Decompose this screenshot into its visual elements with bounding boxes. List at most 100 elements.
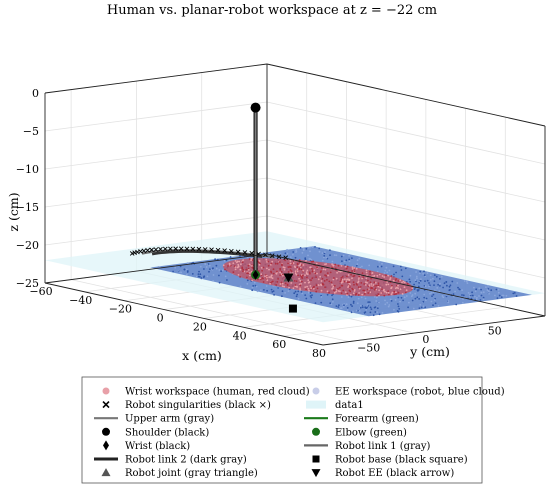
human-workspace-point — [344, 278, 346, 281]
robot-workspace-point — [297, 290, 300, 293]
robot-workspace-point — [270, 288, 273, 291]
x-tick-label: −20 — [109, 303, 132, 316]
human-workspace-point — [349, 294, 352, 296]
human-workspace-point — [365, 269, 368, 272]
singularity-marker — [215, 247, 221, 253]
robot-workspace-point — [415, 275, 418, 278]
human-workspace-point — [313, 269, 316, 272]
robot-workspace-point — [212, 280, 215, 282]
human-workspace-point — [272, 272, 275, 275]
human-workspace-point — [395, 291, 397, 294]
robot-workspace-point — [465, 280, 468, 283]
robot-workspace-point — [292, 253, 294, 256]
robot-workspace-point — [372, 314, 375, 317]
robot-workspace-point — [408, 301, 410, 304]
robot-workspace-point — [385, 266, 388, 269]
human-workspace-point — [355, 267, 358, 270]
robot-workspace-point — [218, 274, 220, 277]
human-workspace-point — [339, 280, 342, 283]
robot-workspace-point — [402, 299, 404, 302]
human-workspace-point — [247, 264, 250, 267]
human-workspace-point — [389, 278, 391, 281]
robot-workspace-point — [488, 290, 490, 293]
human-workspace-point — [369, 270, 371, 273]
human-workspace-point — [300, 268, 303, 271]
legend-entry-label: data1 — [335, 400, 364, 411]
robot-workspace-point — [307, 254, 309, 257]
human-workspace-point — [306, 276, 308, 279]
human-workspace-point — [288, 286, 290, 289]
human-workspace-point — [298, 264, 301, 267]
robot-workspace-point — [333, 254, 336, 257]
human-workspace-point — [338, 270, 340, 273]
robot-workspace-point — [398, 308, 401, 310]
robot-workspace-point — [251, 286, 254, 289]
human-workspace-point — [302, 264, 305, 266]
human-workspace-point — [305, 259, 307, 262]
robot-workspace-point — [364, 297, 367, 300]
robot-workspace-point — [318, 247, 321, 250]
robot-workspace-point — [323, 256, 325, 259]
human-workspace-point — [281, 282, 284, 285]
robot-workspace-point — [355, 264, 358, 267]
human-workspace-point — [276, 270, 278, 273]
human-workspace-point — [341, 281, 344, 283]
robot-workspace-point — [329, 254, 331, 257]
human-workspace-point — [333, 284, 336, 287]
robot-workspace-point — [204, 263, 207, 266]
human-workspace-point — [246, 276, 248, 279]
singularity-marker — [149, 247, 154, 253]
robot-workspace-point — [461, 294, 463, 296]
robot-workspace-point — [487, 289, 489, 292]
robot-workspace-point — [412, 307, 415, 310]
legend-circle-icon — [312, 427, 320, 436]
robot-workspace-point — [399, 265, 402, 268]
human-workspace-point — [296, 268, 299, 271]
robot-workspace-point — [346, 309, 349, 311]
axis-frame — [44, 63, 546, 346]
robot-workspace-point — [439, 278, 441, 280]
human-workspace-point — [385, 274, 387, 277]
robot-workspace-point — [429, 278, 432, 281]
tick-labels: −60−40−20020406080−500501000−5−10−15−20−… — [16, 87, 502, 360]
human-workspace-point — [324, 263, 326, 266]
robot-workspace-point — [375, 296, 378, 299]
robot-workspace-point — [284, 252, 287, 255]
robot-workspace-point — [413, 283, 415, 286]
robot-workspace-point — [494, 294, 496, 297]
robot-workspace-point — [224, 275, 227, 278]
robot-workspace-point — [256, 290, 259, 293]
z-tick-label: −25 — [16, 277, 39, 290]
robot-workspace-point — [432, 277, 434, 280]
human-workspace-point — [279, 267, 282, 270]
human-workspace-point — [298, 277, 300, 280]
robot-workspace-point — [340, 296, 343, 298]
human-workspace-point — [242, 270, 244, 273]
robot-workspace-point — [454, 290, 456, 293]
robot-workspace-point — [441, 295, 444, 297]
robot-workspace-point — [359, 306, 362, 309]
human-workspace-point — [258, 259, 261, 262]
human-workspace-point — [260, 266, 263, 269]
human-workspace-point — [405, 289, 408, 292]
grid-line-left-z — [44, 177, 268, 208]
human-workspace-point — [346, 281, 349, 284]
human-workspace-point — [310, 287, 312, 290]
human-workspace-point — [366, 274, 368, 276]
robot-workspace-point — [419, 270, 422, 273]
robot-workspace-point — [296, 293, 299, 296]
human-workspace-point — [277, 278, 279, 280]
robot-workspace-point — [330, 303, 333, 306]
human-workspace-point — [311, 267, 313, 270]
robot-workspace-point — [294, 256, 297, 259]
robot-workspace-point — [329, 249, 331, 252]
human-workspace-point — [247, 269, 250, 271]
human-workspace-point — [330, 281, 333, 284]
robot-workspace-point — [370, 308, 373, 310]
human-workspace-point — [304, 286, 307, 288]
robot-workspace-point — [350, 295, 353, 298]
robot-workspace-point — [384, 269, 387, 272]
robot-workspace-point — [321, 259, 324, 262]
robot-workspace-point — [266, 289, 268, 292]
